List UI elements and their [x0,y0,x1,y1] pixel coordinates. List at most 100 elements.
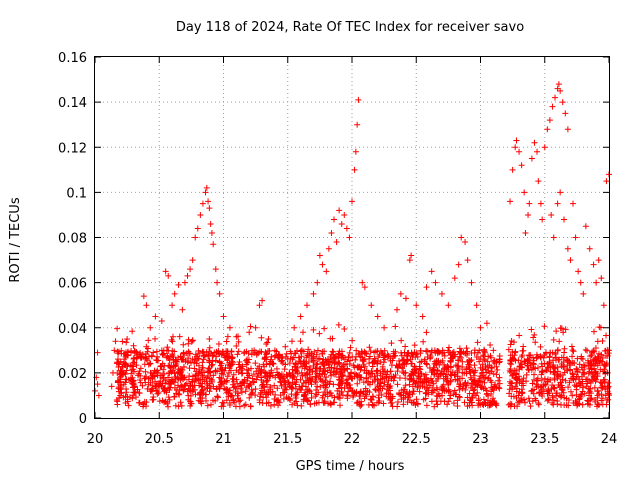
data-point [308,394,315,401]
data-point [408,399,415,406]
data-point [264,339,271,346]
data-point [368,396,375,403]
data-point [356,376,363,383]
data-point [233,343,240,350]
data-point [513,376,520,383]
data-point [369,393,376,400]
data-point [512,370,519,377]
data-point [237,385,244,392]
data-point [176,387,183,394]
data-point [466,399,473,406]
data-point [507,400,514,407]
data-point [512,348,519,355]
data-point [205,198,212,205]
data-point [479,364,486,371]
data-point [236,364,243,371]
data-point [447,363,454,370]
data-point [545,396,552,403]
data-point [525,367,532,374]
data-point [397,290,404,297]
data-point [469,394,476,401]
data-point [232,388,239,395]
data-point [274,385,281,392]
data-point [221,378,228,385]
data-point [589,348,596,355]
data-point [369,363,376,370]
data-point [325,400,332,407]
data-point [539,216,546,223]
data-point [298,369,305,376]
data-point [242,388,249,395]
data-point [307,401,314,408]
data-point [583,383,590,390]
data-point [455,393,462,400]
data-point [416,359,423,366]
data-point [558,392,565,399]
data-point [259,297,266,304]
data-point [112,338,119,345]
data-point [521,399,528,406]
data-point [473,302,480,309]
data-point [356,363,363,370]
x-tick-label: 24 [601,432,618,447]
data-point [323,374,330,381]
data-point [603,178,610,185]
data-point [554,375,561,382]
data-point [314,383,321,390]
data-point [175,281,182,288]
data-point [311,400,318,407]
data-point [551,384,558,391]
data-point [235,390,242,397]
data-point [114,325,121,332]
data-point [360,379,367,386]
data-point [406,257,413,264]
data-point [548,211,555,218]
data-point [523,371,530,378]
data-point [349,337,356,344]
data-point [539,368,546,375]
data-point [372,387,379,394]
data-point [487,342,494,349]
data-point [359,279,366,286]
data-point [302,389,309,396]
data-point [515,392,522,399]
data-point [385,390,392,397]
data-point [206,364,213,371]
data-point [179,366,186,373]
data-point [372,386,379,393]
data-point [537,383,544,390]
data-point [217,365,224,372]
data-point [171,394,178,401]
data-point [175,403,182,410]
data-point [414,353,421,360]
data-point [247,323,254,330]
data-point [207,220,214,227]
data-point [376,383,383,390]
data-point [209,378,216,385]
data-point [207,401,214,408]
data-point [235,368,242,375]
data-point [359,354,366,361]
data-point [437,372,444,379]
data-point [338,220,345,227]
data-point [210,372,217,379]
data-point [115,364,122,371]
data-point [143,302,150,309]
data-point [436,349,443,356]
data-point [152,384,159,391]
data-point [338,355,345,362]
data-point [444,401,451,408]
data-point [235,361,242,368]
data-point [451,275,458,282]
data-point [457,381,464,388]
data-point [187,266,194,273]
data-point [534,353,541,360]
data-point [538,377,545,384]
data-point [172,402,179,409]
data-point [483,320,490,327]
data-point [215,341,222,348]
data-point [165,272,172,279]
data-point [363,375,370,382]
data-point [134,351,141,358]
data-point [253,376,260,383]
